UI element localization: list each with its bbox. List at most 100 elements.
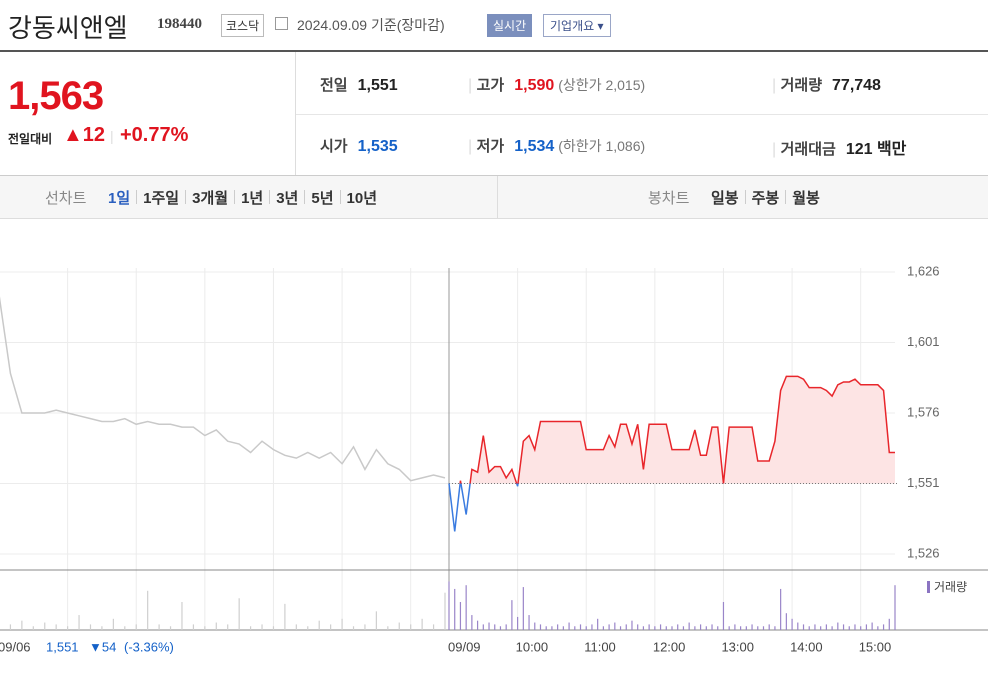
tab-option[interactable]: 5년 bbox=[311, 190, 334, 207]
volume-bar bbox=[791, 618, 793, 630]
volume-bar bbox=[757, 626, 759, 630]
volume-bar bbox=[124, 626, 126, 630]
tab-option[interactable]: 주봉 bbox=[751, 190, 780, 207]
quote-value: 1,590 bbox=[514, 77, 555, 94]
volume-bar bbox=[888, 618, 890, 630]
tab-option[interactable]: 1년 bbox=[241, 190, 264, 207]
volume-bar bbox=[699, 624, 702, 630]
volume-bar bbox=[785, 613, 787, 630]
volume-bar bbox=[398, 622, 400, 630]
volume-bar bbox=[780, 588, 782, 630]
volume-bar bbox=[204, 626, 206, 630]
realtime-button[interactable]: 실시간 bbox=[487, 14, 533, 37]
tab-option[interactable]: 1일 bbox=[108, 190, 131, 207]
volume-bar bbox=[768, 624, 770, 630]
volume-bar bbox=[837, 622, 839, 630]
change-value: ▲12 bbox=[63, 124, 106, 146]
volume-bar bbox=[147, 590, 149, 630]
tab-bar bbox=[0, 176, 988, 219]
x-tick-label: 15:00 bbox=[859, 639, 892, 654]
volume-bar bbox=[44, 622, 46, 630]
tab-option[interactable]: 일봉 bbox=[711, 190, 739, 207]
tab-separator bbox=[339, 190, 341, 204]
tab-separator bbox=[185, 190, 187, 204]
overview-button[interactable]: 기업개요 ▾ bbox=[543, 14, 611, 37]
volume-bar bbox=[135, 624, 137, 630]
volume-bar bbox=[562, 626, 564, 630]
volume-bar bbox=[854, 624, 856, 630]
volume-bar bbox=[471, 615, 473, 630]
tab-separator bbox=[785, 190, 787, 204]
volume-bar bbox=[659, 624, 662, 630]
overview-label[interactable]: 기업개요 bbox=[550, 19, 595, 33]
y-tick-label: 1,551 bbox=[907, 475, 940, 490]
y-tick-label: 1,576 bbox=[907, 404, 940, 419]
quote-value: 1,535 bbox=[357, 138, 398, 155]
volume-bar bbox=[762, 626, 765, 630]
volume-bar bbox=[728, 626, 730, 630]
volume-bar bbox=[307, 626, 309, 630]
tab-option[interactable]: 1주일 bbox=[143, 190, 180, 207]
y-tick-label: 1,626 bbox=[907, 263, 940, 278]
volume-bar bbox=[505, 624, 507, 630]
volume-bar bbox=[751, 624, 753, 630]
quote-label: 거래대금 bbox=[780, 141, 836, 158]
quote-value: 121 백만 bbox=[845, 141, 907, 158]
quote-item: | 거래량 77,748 bbox=[772, 77, 881, 94]
volume-bar bbox=[215, 622, 217, 630]
today-area bbox=[449, 376, 895, 484]
volume-bar bbox=[614, 622, 616, 630]
volume-bar bbox=[465, 585, 467, 630]
separator: | bbox=[110, 128, 114, 144]
volume-bar bbox=[688, 622, 690, 630]
volume-bar bbox=[711, 624, 713, 630]
volume-bar bbox=[261, 624, 263, 630]
volume-bar bbox=[865, 624, 868, 630]
volume-bar bbox=[705, 626, 707, 630]
volume-bar bbox=[642, 626, 645, 630]
prev-day-line bbox=[0, 296, 446, 482]
volume-bar bbox=[648, 624, 650, 630]
tab-option[interactable]: 10년 bbox=[346, 190, 378, 207]
volume-bar bbox=[802, 624, 805, 630]
tab-separator bbox=[744, 190, 746, 204]
divider bbox=[296, 114, 988, 115]
x-tick-label: 14:00 bbox=[790, 639, 823, 654]
stock-name: 강동씨앤엘 bbox=[8, 13, 128, 43]
tab-group-label: 선차트 bbox=[45, 190, 87, 207]
volume-bar bbox=[877, 626, 879, 630]
volume-bar bbox=[637, 624, 639, 630]
volume-bar bbox=[608, 624, 610, 630]
tab-separator bbox=[269, 190, 271, 204]
quote-value: 77,748 bbox=[832, 77, 881, 94]
volume-bar bbox=[448, 581, 450, 630]
volume-bar bbox=[181, 602, 183, 630]
today-line bbox=[448, 375, 895, 532]
calendar-icon bbox=[275, 17, 288, 30]
volume-bar bbox=[717, 626, 719, 630]
volume-bar bbox=[444, 592, 446, 630]
volume-bar bbox=[476, 620, 479, 630]
volume-bar bbox=[740, 626, 742, 630]
quote-value: 1,551 bbox=[357, 77, 398, 94]
volume-bar bbox=[522, 587, 524, 630]
base-date: 2024.09.09 기준(장마감) bbox=[297, 17, 445, 33]
volume-bar bbox=[499, 626, 502, 630]
volume-bar bbox=[295, 624, 297, 630]
change-label: 전일대비 bbox=[8, 132, 53, 146]
quote-item: 전일 1,551 bbox=[320, 74, 398, 95]
current-price: 1,563 bbox=[8, 74, 104, 118]
volume-bar bbox=[591, 624, 593, 630]
quote-rule bbox=[0, 175, 988, 176]
volume-bar bbox=[820, 626, 822, 630]
tab-option[interactable]: 월봉 bbox=[792, 190, 820, 207]
volume-bar bbox=[808, 626, 810, 630]
prev-rate: (-3.36%) bbox=[124, 639, 174, 654]
volume-bar bbox=[814, 624, 816, 630]
tab-option[interactable]: 3개월 bbox=[192, 190, 229, 207]
volume-bar bbox=[551, 626, 553, 630]
tab-separator bbox=[136, 190, 138, 204]
tab-option[interactable]: 3년 bbox=[276, 190, 299, 207]
volume-bar bbox=[677, 624, 679, 630]
